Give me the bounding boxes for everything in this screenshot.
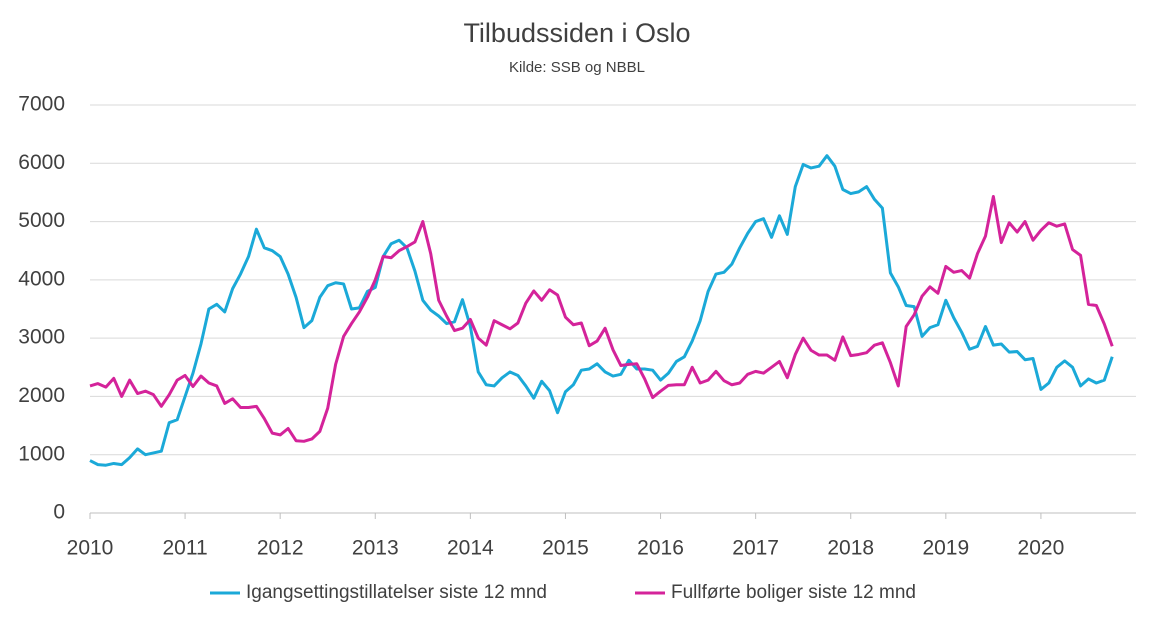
x-tick-label: 2014 — [447, 537, 494, 560]
x-tick-label: 2010 — [67, 537, 114, 560]
x-tick-label: 2017 — [732, 537, 779, 560]
x-tick-label: 2018 — [827, 537, 874, 560]
legend-label: Fullførte boliger siste 12 mnd — [671, 582, 916, 603]
x-tick-label: 2011 — [163, 537, 208, 560]
y-tick-label: 6000 — [18, 151, 65, 174]
x-tick-label: 2013 — [352, 537, 399, 560]
y-tick-label: 3000 — [18, 326, 65, 349]
y-tick-label: 4000 — [18, 267, 65, 290]
series-line — [89, 195, 1114, 443]
y-tick-label: 1000 — [18, 442, 65, 465]
y-tick-label: 2000 — [18, 384, 65, 407]
y-tick-label: 7000 — [18, 93, 65, 116]
x-tick-label: 2020 — [1018, 537, 1065, 560]
x-tick-label: 2012 — [257, 537, 304, 560]
x-tick-label: 2016 — [637, 537, 684, 560]
x-tick-label: 2015 — [542, 537, 589, 560]
legend-label: Igangsettingstillatelser siste 12 mnd — [246, 582, 547, 603]
x-tick-label: 2019 — [922, 537, 969, 560]
chart-title: Tilbudssiden i Oslo — [463, 18, 690, 48]
y-tick-label: 0 — [53, 501, 65, 524]
series-line — [89, 154, 1114, 467]
chart-subtitle: Kilde: SSB og NBBL — [509, 59, 645, 76]
y-tick-label: 5000 — [18, 209, 65, 232]
